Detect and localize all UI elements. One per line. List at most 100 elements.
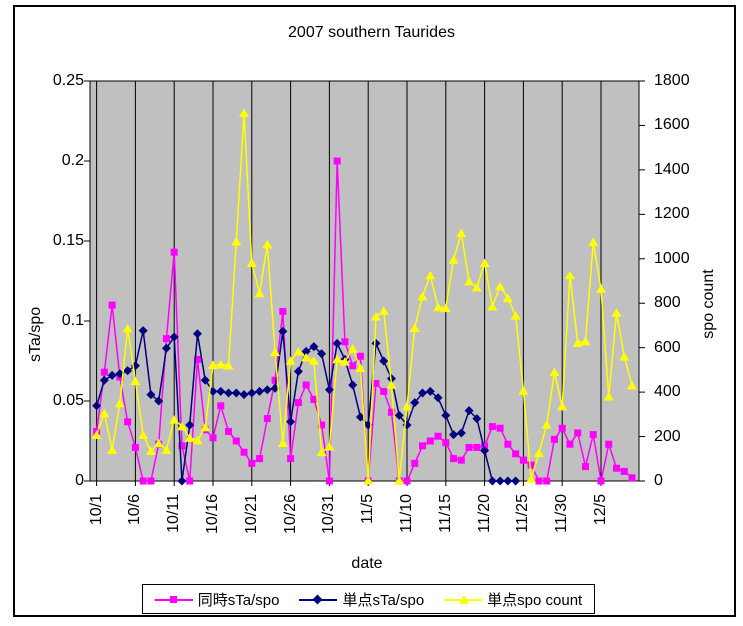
data-point-square <box>426 437 434 445</box>
data-point-square <box>457 456 465 464</box>
legend: 同時sTa/spo 単点sTa/spo 単点spo count <box>142 584 595 614</box>
data-point-triangle <box>526 474 537 483</box>
data-point-triangle <box>502 293 513 303</box>
data-point-square <box>209 434 217 442</box>
data-point-square <box>108 301 116 309</box>
data-point-diamond <box>161 343 171 353</box>
data-point-triangle <box>161 445 172 454</box>
data-point-diamond <box>355 412 365 422</box>
data-point-triangle <box>332 354 343 364</box>
data-point-triangle <box>107 445 118 454</box>
data-point-diamond <box>487 476 497 486</box>
data-point-square <box>465 443 473 451</box>
data-point-triangle <box>231 236 242 246</box>
data-point-triangle <box>409 323 420 332</box>
data-point-square <box>356 352 364 360</box>
data-point-triangle <box>176 421 187 431</box>
data-point-square <box>419 442 427 450</box>
data-point-triangle <box>533 448 544 457</box>
x-tick-label: 10/16 <box>204 494 221 535</box>
data-point-diamond <box>480 446 490 456</box>
data-point-square <box>387 408 395 416</box>
x-tick-label: 10/21 <box>242 494 260 535</box>
data-point-square <box>225 427 233 435</box>
data-point-diamond <box>332 338 342 348</box>
data-point-diamond <box>511 476 521 486</box>
x-tick-label: 12/5 <box>592 494 609 526</box>
data-point-diamond <box>239 390 249 400</box>
data-point-triangle <box>145 446 156 455</box>
data-point-square <box>131 443 139 451</box>
data-point-square <box>263 415 271 423</box>
data-point-triangle <box>114 398 125 408</box>
data-point-diamond <box>410 398 420 408</box>
data-point-triangle <box>370 312 381 321</box>
data-point-triangle <box>440 303 451 313</box>
data-point-triangle <box>324 442 335 451</box>
yellow-triangle-marker-icon <box>444 594 483 604</box>
data-point-diamond <box>394 410 404 420</box>
navy-diamond-marker-icon <box>299 594 338 604</box>
data-point-square <box>170 248 178 256</box>
legend-label-3: 単点spo count <box>487 591 583 609</box>
right-tick-label: 0 <box>654 472 663 489</box>
legend-label-1: 同時sTa/spo <box>197 591 280 609</box>
data-point-triangle <box>549 367 560 377</box>
data-point-triangle <box>239 108 250 117</box>
figure-border <box>13 5 736 617</box>
data-point-square <box>294 399 302 407</box>
x-tick-label: 10/11 <box>165 494 183 533</box>
data-point-triangle <box>603 392 614 401</box>
data-point-square <box>442 439 450 447</box>
data-point-diamond <box>293 366 303 376</box>
data-point-diamond <box>456 428 466 438</box>
data-point-square <box>147 477 155 485</box>
data-point-square <box>519 456 527 464</box>
data-point-triangle <box>192 435 203 445</box>
data-point-triangle <box>588 237 599 246</box>
data-point-square <box>186 477 194 485</box>
legend-item-3: 単点spo count <box>444 589 582 610</box>
data-point-square <box>535 477 543 485</box>
data-point-diamond <box>286 417 296 427</box>
data-point-triangle <box>355 363 366 373</box>
data-point-triangle <box>316 447 327 457</box>
data-point-square <box>232 437 240 445</box>
data-point-triangle <box>433 302 444 312</box>
data-point-triangle <box>471 282 482 292</box>
data-point-diamond <box>433 393 443 403</box>
data-point-triangle <box>386 380 397 389</box>
right-tick-label: 1600 <box>654 116 690 134</box>
x-tick-label: 11/30 <box>553 494 571 533</box>
data-point-square <box>543 477 551 485</box>
right-tick-label: 1400 <box>654 160 690 178</box>
series-line <box>95 112 633 481</box>
chart-title: 2007 southern Taurides <box>288 24 455 41</box>
data-point-square <box>566 440 574 448</box>
data-point-diamond <box>255 386 265 396</box>
right-tick-label: 1800 <box>654 72 690 89</box>
data-point-triangle <box>200 422 211 432</box>
data-point-square <box>193 355 201 363</box>
x-tick-label: 10/26 <box>281 494 299 535</box>
data-point-triangle <box>510 311 521 320</box>
left-axis-title: sTa/spo <box>27 306 44 362</box>
x-tick-label: 10/1 <box>87 494 105 526</box>
data-point-triangle <box>487 301 498 311</box>
data-point-diamond <box>348 380 358 390</box>
data-point-square <box>481 442 489 450</box>
data-point-triangle <box>541 420 552 429</box>
x-tick-label: 11/25 <box>514 494 532 533</box>
data-point-triangle <box>293 346 304 356</box>
data-point-square <box>162 335 170 343</box>
data-point-triangle <box>627 380 638 390</box>
data-point-triangle <box>580 336 591 346</box>
data-point-diamond <box>247 388 257 398</box>
data-point-square <box>341 338 349 346</box>
data-point-triangle <box>169 415 180 424</box>
data-point-diamond <box>278 326 288 336</box>
data-point-triangle <box>130 376 141 385</box>
data-point-square <box>380 387 388 395</box>
data-point-triangle <box>425 270 436 280</box>
